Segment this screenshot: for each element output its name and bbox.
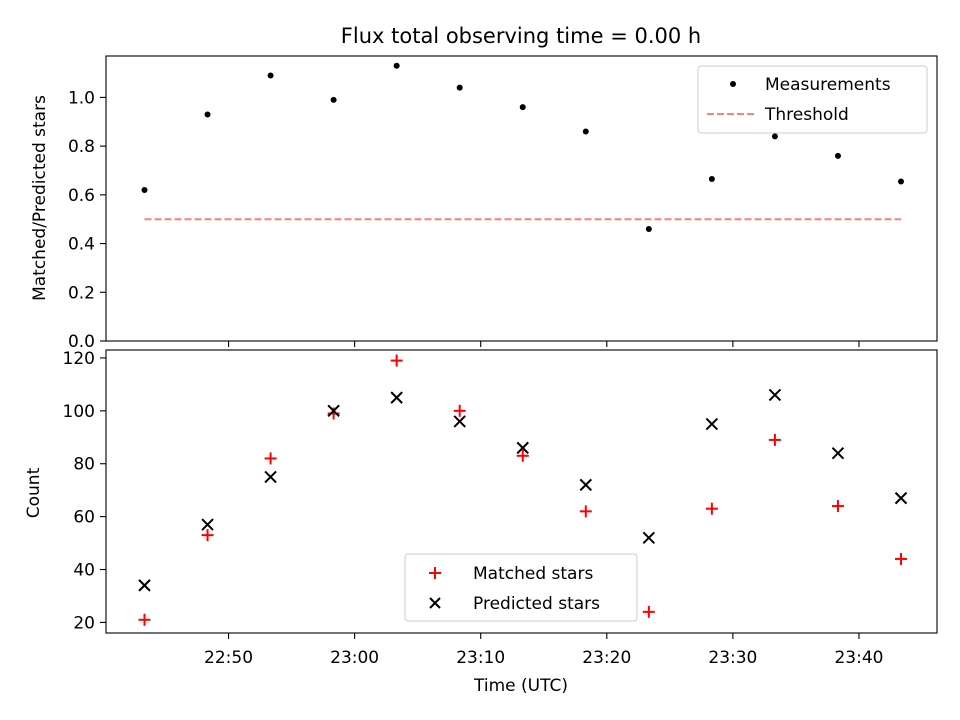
top-legend-box [697,65,928,134]
bottom-y-tick-label: 20 [73,613,95,633]
bottom-legend-box [404,553,638,622]
measurement-point [771,133,778,140]
measurement-point [267,72,274,79]
legend-measurements-marker [730,81,736,87]
predicted-stars-point [453,415,466,428]
measurement-point [456,84,463,91]
top-y-tick-label: 1.0 [68,88,95,108]
predicted-stars-point [831,446,845,460]
measurement-point [393,62,400,69]
legend-matched-label: Matched stars [473,564,593,584]
predicted-stars-point [327,404,340,418]
matched-stars-point [768,433,781,446]
matched-stars-point [138,613,151,626]
bottom-y-tick-label: 40 [73,561,95,581]
predicted-stars-point [516,441,529,455]
measurement-point [708,176,715,183]
top-y-axis-label: Matched/Predicted stars [30,95,50,301]
bottom-y-tick-label: 80 [73,455,95,475]
top-y-tick-label: 0.8 [68,137,95,157]
x-tick-label: 23:30 [708,648,757,668]
predicted-stars-point [138,579,151,592]
bottom-axes-frame [105,349,938,634]
measurement-point [645,225,652,232]
matched-stars-point [705,502,718,515]
bottom-y-tick-label: 120 [63,349,95,369]
measurement-point [834,152,841,159]
bottom-x-ticks: 22:50 23:00 23:10 23:20 23:30 23:40 [204,633,883,668]
bottom-legend: Matched stars Predicted stars [404,553,638,622]
top-y-tick-label: 0.2 [68,283,95,303]
bottom-plot-area [138,354,908,626]
top-axes-frame [105,55,938,342]
predicted-stars-point [201,518,214,531]
predicted-stars-point [579,478,592,492]
matched-stars-point [264,452,277,465]
bottom-y-tick-label: 100 [63,402,95,422]
top-plot-area [141,62,904,232]
predicted-stars-point [894,491,908,505]
x-tick-label: 22:50 [204,648,253,668]
top-y-tick-label: 0.6 [68,186,95,206]
x-axis-label: Time (UTC) [473,676,568,696]
matched-stars-point [516,449,529,462]
legend-predicted-marker [429,597,441,609]
matched-stars-point [831,500,844,513]
bottom-y-ticks: 20 40 60 80 100 120 [63,349,106,633]
measurement-point [898,178,904,185]
measurement-point [519,104,526,111]
predicted-stars-point [642,531,656,544]
bottom-y-tick-label: 60 [73,508,95,528]
top-legend: Measurements Threshold [697,65,928,134]
matched-stars-point [579,505,592,518]
predicted-stars-point [705,417,719,431]
top-axes: 0.0 0.2 0.4 0.6 0.8 1.0 Matched/Predicted sta… [30,55,938,352]
matched-stars-point [453,404,466,417]
legend-threshold-label: Threshold [764,105,849,125]
x-tick-label: 23:40 [834,648,883,668]
matched-stars-point [642,605,655,618]
predicted-stars-point [390,391,403,404]
predicted-stars-point [768,388,782,402]
matched-stars-point [327,407,340,420]
x-tick-label: 23:00 [330,648,379,668]
chart-title: Flux total observing time = 0.00 h [341,24,701,48]
predicted-stars-point [264,470,277,484]
matched-stars-point [201,529,214,542]
measurement-point [330,96,337,103]
measurement-point [141,186,148,193]
measurement-point [582,128,589,135]
top-y-tick-label: 0.0 [68,332,95,352]
legend-predicted-label: Predicted stars [473,594,600,614]
bottom-axes: 20 40 60 80 100 120 22:50 23:00 23:10 23:20 23:30… [24,349,938,696]
x-tick-label: 23:20 [582,648,631,668]
bottom-y-axis-label: Count [24,467,44,518]
top-x-ticks [228,341,860,347]
matched-stars-point [390,354,403,367]
x-tick-label: 23:10 [456,648,505,668]
legend-measurements-label: Measurements [765,75,891,95]
matched-stars-point [895,552,907,565]
top-y-ticks: 0.0 0.2 0.4 0.6 0.8 1.0 [68,88,106,352]
legend-matched-marker [429,567,441,579]
measurement-point [204,111,211,118]
top-y-tick-label: 0.4 [68,235,95,255]
